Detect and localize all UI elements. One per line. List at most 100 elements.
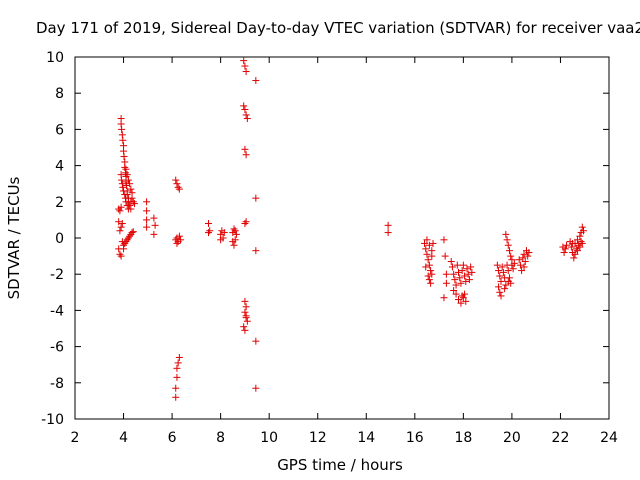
data-point <box>177 236 185 244</box>
data-point <box>252 194 260 202</box>
data-point <box>123 236 131 244</box>
data-point <box>578 223 586 231</box>
data-point <box>461 272 469 280</box>
data-point <box>240 102 248 110</box>
data-point <box>252 77 260 85</box>
data-point <box>143 223 151 231</box>
data-point <box>205 229 212 237</box>
data-point <box>468 268 476 276</box>
data-point <box>576 243 584 251</box>
data-point <box>518 267 526 275</box>
data-point <box>122 165 130 173</box>
data-point <box>570 254 578 262</box>
data-point <box>462 297 470 305</box>
data-point <box>498 263 506 271</box>
data-point <box>120 153 128 161</box>
data-point <box>425 276 433 284</box>
data-point <box>422 263 430 271</box>
data-point <box>467 263 475 271</box>
data-point <box>220 229 228 237</box>
data-point <box>127 198 135 206</box>
data-point <box>241 145 249 153</box>
data-point <box>519 254 527 262</box>
data-point <box>241 297 249 305</box>
data-point <box>173 180 181 188</box>
data-point <box>423 250 431 258</box>
data-point <box>124 205 132 213</box>
data-point <box>428 270 436 278</box>
x-tick-label: 8 <box>216 430 225 446</box>
y-axis-label: SDTVAR / TECUs <box>5 176 23 299</box>
y-tick-label: -2 <box>50 267 64 283</box>
data-point <box>150 230 158 238</box>
data-point <box>520 250 528 258</box>
data-point <box>120 245 128 253</box>
data-point <box>242 312 250 320</box>
data-point <box>425 261 433 269</box>
data-point <box>120 187 128 195</box>
data-point <box>577 238 585 246</box>
data-point <box>150 214 158 222</box>
data-point <box>452 290 460 298</box>
data-point <box>576 232 584 240</box>
data-point <box>510 259 518 267</box>
y-tick-label: -6 <box>50 340 64 356</box>
data-point <box>127 185 135 193</box>
data-point <box>463 265 471 273</box>
data-point <box>242 151 250 159</box>
data-point <box>121 191 129 199</box>
x-tick-label: 16 <box>406 430 424 446</box>
data-point <box>516 261 524 269</box>
x-tick-label: 22 <box>552 430 570 446</box>
data-point <box>128 229 136 237</box>
data-point <box>124 176 132 184</box>
data-point <box>505 247 513 255</box>
y-tick-label: 2 <box>55 195 64 211</box>
y-tick-label: 10 <box>46 50 64 66</box>
data-point <box>442 279 450 287</box>
data-point <box>230 225 238 233</box>
data-point <box>174 183 182 191</box>
data-point <box>143 207 151 215</box>
data-point <box>172 384 180 392</box>
y-tick-label: 4 <box>55 159 64 175</box>
data-point <box>206 227 214 235</box>
x-axis-label: GPS time / hours <box>277 456 403 474</box>
data-point <box>573 236 581 244</box>
data-point <box>573 247 581 255</box>
data-point <box>151 221 159 229</box>
data-point <box>119 183 127 191</box>
data-point <box>241 326 249 334</box>
chart-title: Day 171 of 2019, Sidereal Day-to-day VTE… <box>36 19 640 37</box>
data-points <box>115 57 588 401</box>
data-point <box>121 163 129 171</box>
data-point <box>118 176 126 184</box>
data-point <box>452 281 460 289</box>
data-point <box>124 234 132 242</box>
data-point <box>205 220 212 228</box>
data-point <box>117 252 125 260</box>
data-point <box>116 207 124 215</box>
data-point <box>457 279 465 287</box>
plot-frame <box>74 56 610 420</box>
data-point <box>128 194 136 202</box>
data-point <box>455 268 463 276</box>
data-point <box>459 261 467 269</box>
data-point <box>567 243 575 251</box>
data-point <box>507 252 515 260</box>
data-point <box>242 67 250 75</box>
data-point <box>173 364 181 372</box>
data-point <box>520 263 528 271</box>
data-point <box>428 252 436 260</box>
data-point <box>422 245 430 253</box>
data-point <box>504 277 512 285</box>
data-point <box>495 283 503 291</box>
x-tick-label: 12 <box>309 430 327 446</box>
data-point <box>458 292 466 300</box>
data-point <box>173 239 181 247</box>
data-point <box>252 337 260 345</box>
data-point <box>243 115 251 123</box>
data-point <box>462 277 470 285</box>
x-tick-label: 4 <box>119 430 128 446</box>
data-point <box>504 241 512 249</box>
